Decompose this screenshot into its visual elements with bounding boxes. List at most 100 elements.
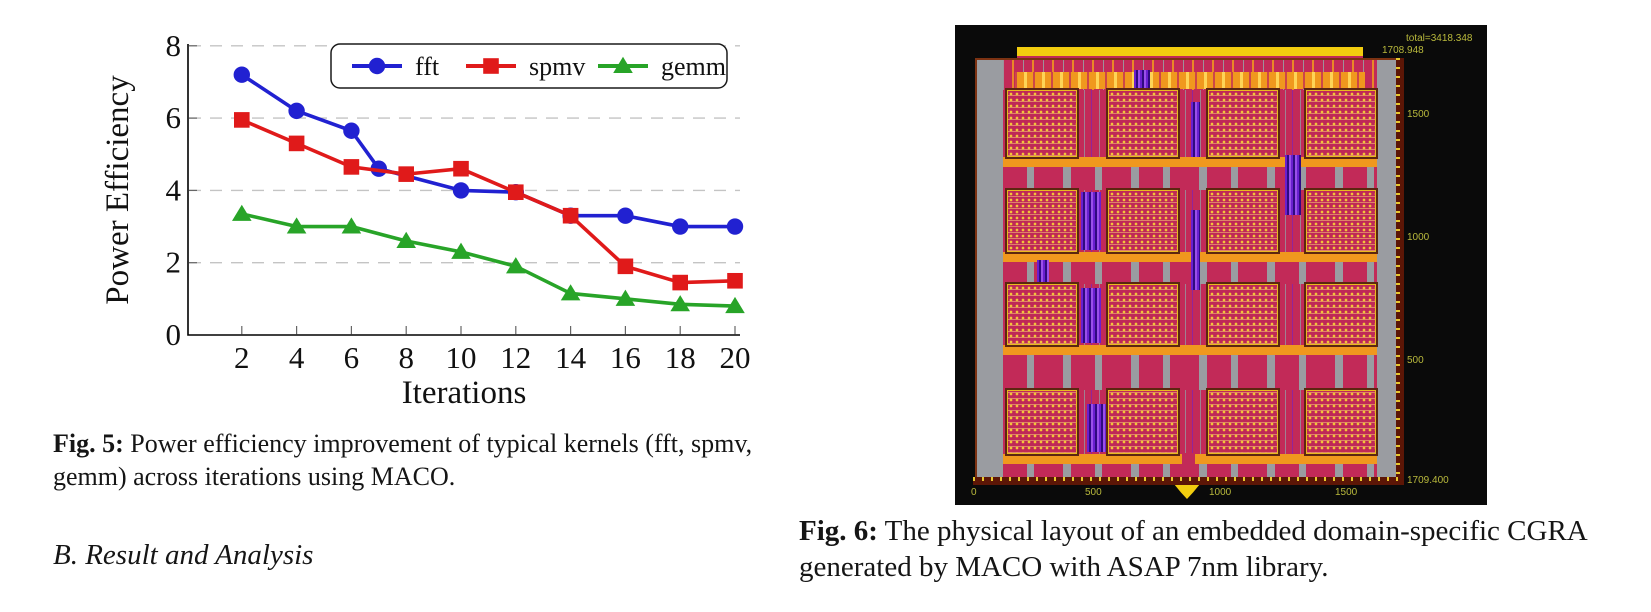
chip-top-pad-bar [1017,47,1363,56]
series-marker-gemm [615,289,636,306]
series-marker-gemm [451,242,471,259]
fig5-caption-line2: gemm) across iterations using MACO. [53,462,456,491]
series-marker-spmv [398,166,414,182]
series-marker-gemm [670,295,690,312]
series-marker-gemm [506,257,526,274]
series-marker-spmv [234,112,250,128]
legend-marker-gemm [613,56,633,73]
fig5-caption-label: Fig. 5: [53,429,124,458]
axes [187,44,740,336]
macro-block [1007,90,1077,157]
x-tick-label: 16 [610,340,641,375]
macro-block [1208,190,1278,252]
power-stripes [1191,102,1200,157]
series-marker-spmv [617,258,634,275]
y-tick-label: 8 [166,28,182,63]
macro-block [1306,390,1376,454]
series-marker-fft [672,218,689,235]
section-heading: B. Result and Analysis [53,539,314,571]
fig6-caption-label: Fig. 6: [799,515,878,547]
fig6-caption: Fig. 6: The physical layout of an embedd… [799,513,1588,585]
macro-block [1208,390,1278,454]
routing-band [1003,157,1377,190]
legend-marker-fft [368,57,386,75]
fig6-caption-line1: Fig. 6: The physical layout of an embedd… [799,513,1588,549]
x-tick-label: 14 [555,340,587,375]
routing-band [1003,252,1377,284]
power-stripes [1191,210,1200,290]
macro-block [1306,284,1376,345]
series-marker-fft [617,207,634,224]
legend-label-gemm: gemm [661,52,726,81]
x-tick-label: 6 [344,340,360,375]
x-tick-label: 10 [446,340,477,375]
macro-block [1108,90,1178,157]
die-height-label: 1708.948 [1382,45,1424,56]
right-ruler [1396,58,1404,485]
orange-routing-strip [1015,72,1365,89]
series-marker-gemm [725,296,745,314]
macro-block [1208,90,1278,157]
series-marker-spmv [727,272,743,289]
series-marker-fft [343,122,360,139]
x-tick-label: 8 [398,340,414,375]
total-area-label: total=3418.348 [1406,33,1473,44]
chip-top-pad-underline [1017,56,1363,58]
y-axis-title: Power Efficiency [100,75,136,305]
series-marker-fft [452,182,470,199]
power-stripes [1081,288,1101,343]
right-ruler-tick-label: 1500 [1407,109,1430,120]
center-bus [1182,453,1195,484]
y-tick-label: 4 [166,172,182,207]
power-stripes [1134,70,1150,88]
legend-marker-spmv [483,58,499,74]
fig5-caption-line1: Fig. 5: Power efficiency improvement of … [53,427,752,460]
series-marker-gemm [286,217,307,234]
series-marker-fft [233,66,250,83]
right-ruler-tick-label: 500 [1407,355,1424,366]
legend-box [330,43,728,89]
x-tick-label: 12 [500,340,531,375]
bottom-ruler-tick-label: 0 [971,487,977,498]
power-stripes [1081,192,1101,250]
io-pad-marker [1174,484,1200,499]
right-ruler-tick-label: 1000 [1407,232,1430,243]
bottom-ruler-tick-label: 1000 [1209,487,1232,498]
series-marker-spmv [343,159,360,175]
bottom-ruler-tick-label: 1500 [1335,487,1358,498]
fig6-caption-line2: generated by MACO with ASAP 7nm library. [799,551,1329,583]
power-stripes [1037,260,1049,282]
fig6-layout-canvas: total=3418.348 1708.948 1500 1000 500 17… [955,25,1487,505]
legend-label-spmv: spmv [529,52,585,81]
bottom-ruler [973,477,1404,485]
y-tick-label: 6 [166,100,182,135]
macro-block [1108,390,1178,454]
series-marker-fft [726,218,744,235]
series-marker-spmv [453,160,469,177]
routing-band [1003,345,1377,390]
macro-block [1306,90,1376,157]
power-stripes [1285,155,1301,215]
series-marker-fft [288,102,305,120]
x-tick-label: 4 [289,340,305,375]
macro-block [1306,190,1376,252]
x-tick-label: 20 [720,340,751,375]
x-axis-title: Iterations [402,375,527,411]
fig5-caption-text1: Power efficiency improvement of typical … [130,429,753,458]
power-stripes [1087,404,1107,452]
macro-block [1108,284,1178,345]
y-tick-label: 0 [166,317,182,352]
series-marker-spmv [672,274,688,291]
macro-block [1007,190,1077,252]
series-marker-spmv [288,135,305,152]
macro-block [1007,390,1077,454]
series-marker-gemm [560,284,581,301]
series-marker-gemm [341,217,362,234]
y-tick-label: 2 [166,245,182,280]
x-tick-label: 18 [665,340,696,375]
series-marker-gemm [396,231,416,249]
macro-block [1208,284,1278,345]
fig5-caption: Fig. 5: Power efficiency improvement of … [53,427,752,493]
